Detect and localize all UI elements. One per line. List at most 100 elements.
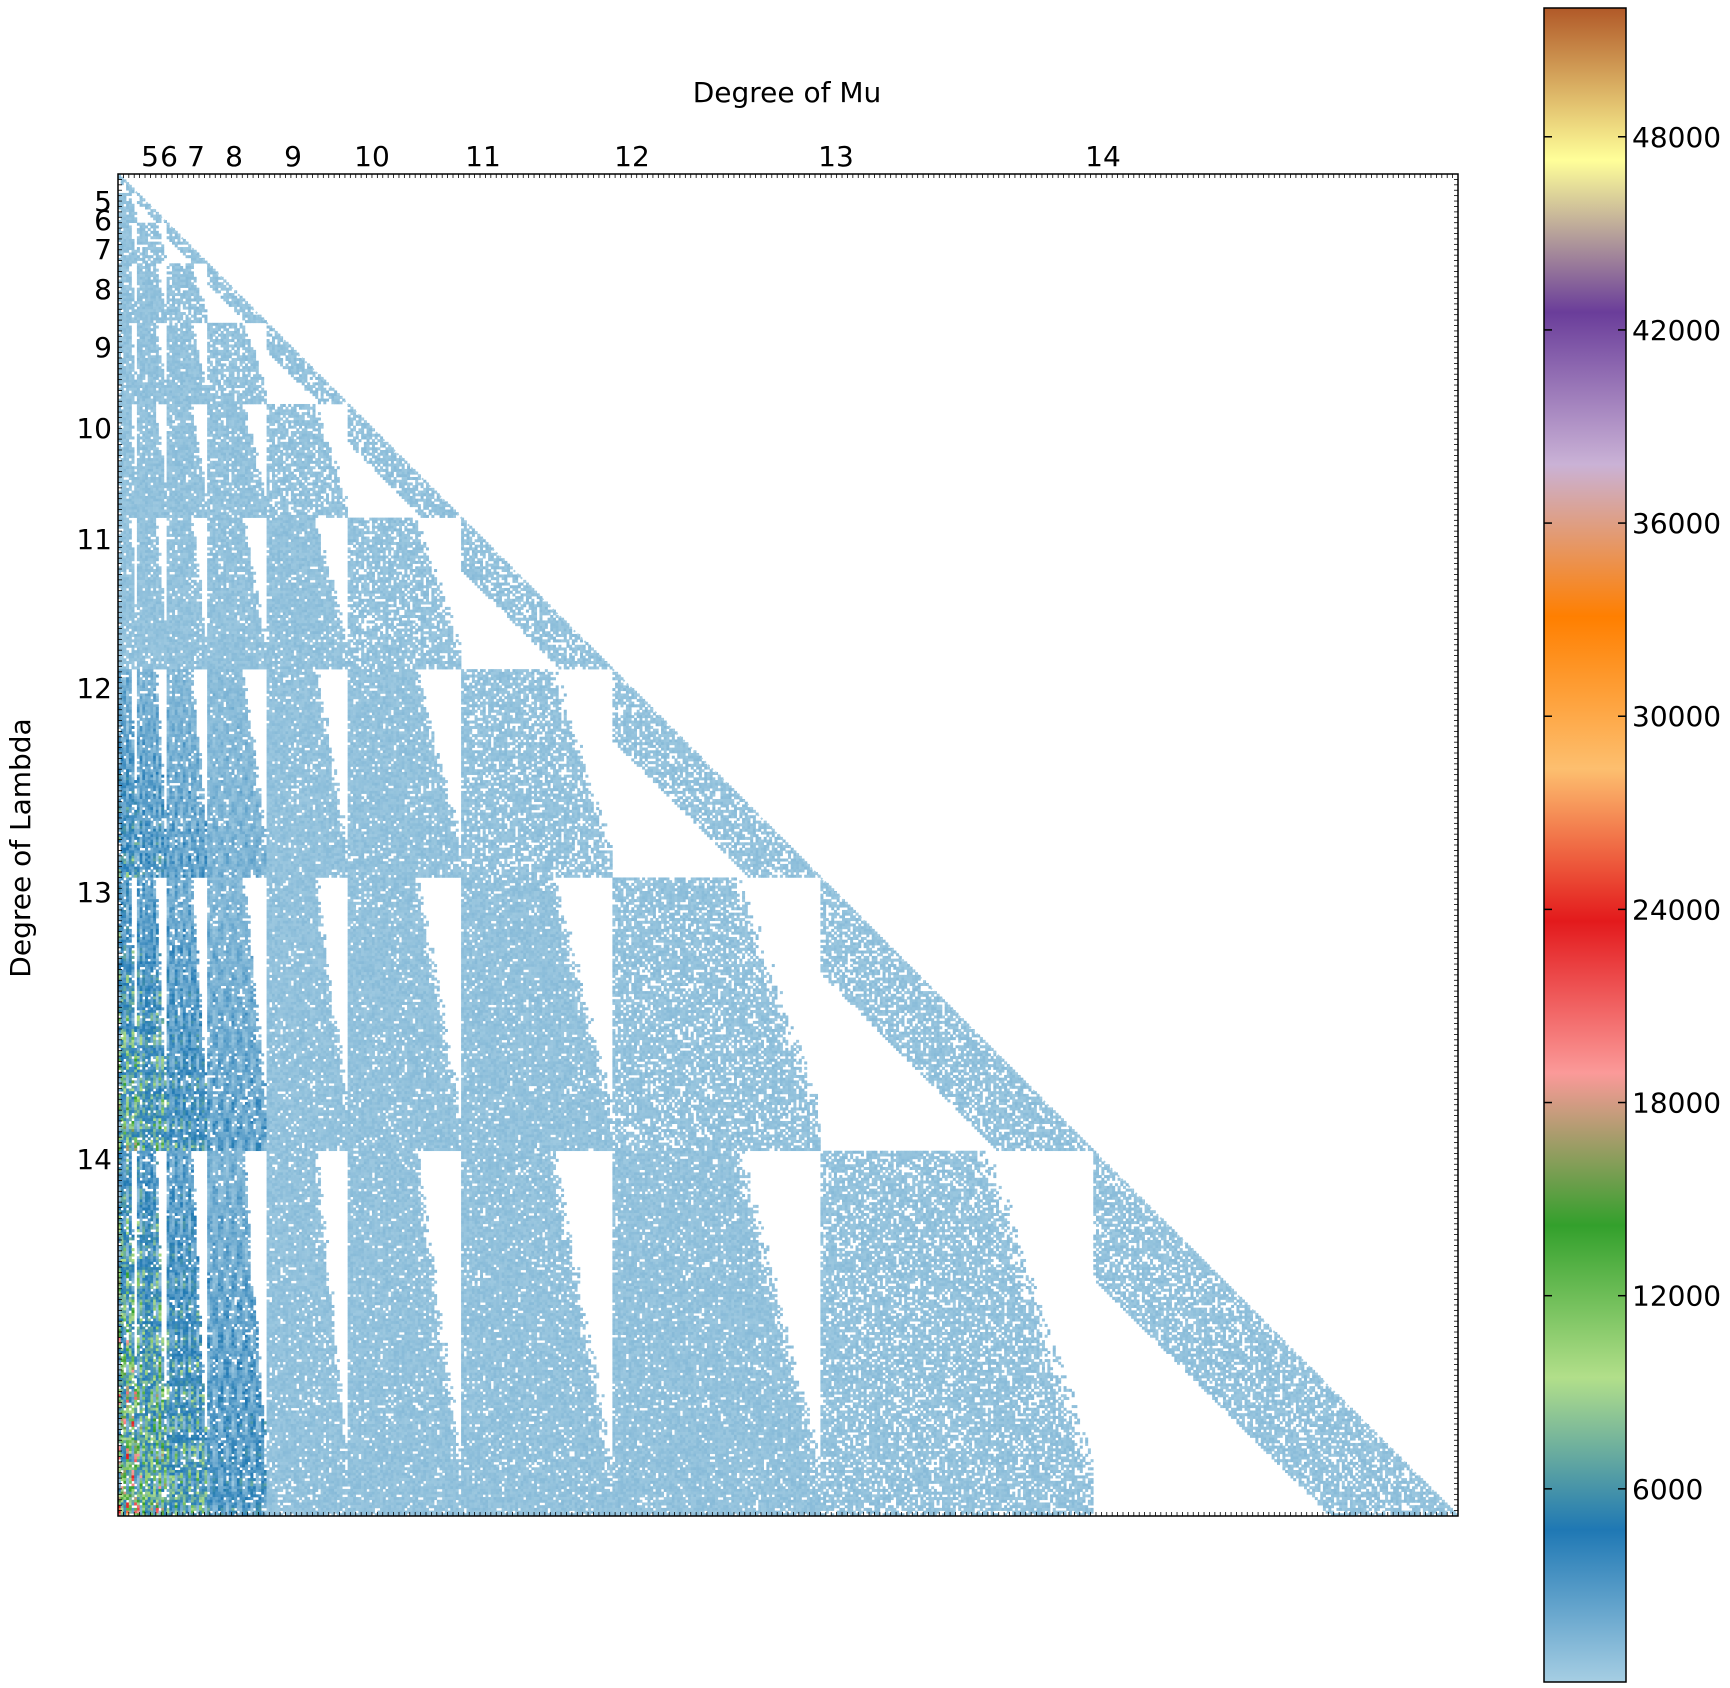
heatmap-cell: [250, 315, 253, 318]
heatmap-cell: [169, 328, 172, 331]
heatmap-cell: [188, 320, 191, 323]
heatmap-cell: [145, 353, 148, 356]
heatmap-cell: [159, 296, 162, 299]
heatmap-cell: [175, 298, 178, 301]
heatmap-cell: [123, 380, 126, 383]
heatmap-cell: [186, 339, 189, 342]
heatmap-cell: [180, 363, 183, 366]
heatmap-cell: [140, 374, 143, 377]
heatmap-cell: [126, 206, 129, 209]
heatmap-cell: [153, 401, 156, 404]
heatmap-cell: [172, 377, 178, 380]
heatmap-cell: [148, 266, 151, 269]
heatmap-cell: [153, 372, 156, 375]
heatmap-cell: [164, 380, 167, 383]
heatmap-cell: [140, 280, 143, 283]
heatmap-cell: [150, 390, 153, 393]
heatmap-cell: [194, 350, 197, 353]
heatmap-cell: [169, 331, 172, 334]
heatmap-cell: [140, 296, 143, 299]
heatmap-cell: [194, 304, 197, 307]
heatmap-cell: [150, 290, 153, 293]
heatmap-cell: [132, 244, 135, 247]
heatmap-cell: [242, 317, 245, 320]
heatmap-cell: [145, 350, 148, 353]
heatmap-cell: [150, 250, 153, 253]
heatmap-cell: [194, 380, 197, 383]
heatmap-cell: [132, 382, 135, 385]
heatmap-cell: [199, 307, 202, 310]
heatmap-cell: [167, 334, 170, 337]
heatmap-cell: [134, 212, 137, 215]
heatmap-cell: [194, 298, 197, 301]
heatmap-cell: [129, 350, 132, 353]
heatmap-cell: [180, 353, 183, 356]
heatmap-cell: [194, 372, 197, 375]
heatmap-cell: [121, 206, 124, 209]
heatmap-cell: [137, 320, 140, 323]
heatmap-cell: [142, 242, 145, 245]
heatmap-cell: [172, 355, 175, 358]
heatmap-cell: [153, 298, 156, 301]
heatmap-cell: [150, 298, 153, 301]
heatmap-cell: [164, 388, 167, 391]
heatmap-cell: [140, 361, 143, 364]
heatmap-cell: [148, 377, 151, 380]
heatmap-cell: [240, 307, 243, 310]
heatmap-cell: [159, 288, 162, 291]
heatmap-cell: [167, 231, 170, 234]
heatmap-cell: [221, 296, 224, 299]
heatmap-cell: [140, 288, 143, 291]
heatmap-cell: [172, 372, 175, 375]
heatmap-cell: [132, 380, 135, 383]
heatmap-cell: [156, 234, 159, 237]
heatmap-cell: [150, 263, 153, 266]
heatmap-cell: [183, 293, 186, 296]
heatmap-cell: [177, 369, 180, 372]
heatmap-cell: [150, 317, 153, 320]
heatmap-cell: [191, 320, 194, 323]
heatmap-cell: [161, 382, 164, 385]
heatmap-cell: [150, 312, 153, 315]
heatmap-cell: [186, 358, 189, 361]
heatmap-cell: [145, 277, 148, 280]
heatmap-cell: [156, 317, 159, 320]
heatmap-cell: [153, 285, 156, 288]
heatmap-cell: [148, 282, 151, 285]
heatmap-cell: [180, 282, 183, 285]
heatmap-cell: [145, 261, 148, 264]
heatmap-cell: [191, 255, 194, 258]
heatmap-cell: [140, 228, 143, 231]
heatmap-cell: [132, 358, 135, 361]
heatmap-cell: [121, 223, 124, 226]
heatmap-cell: [123, 285, 126, 288]
heatmap-cell: [194, 358, 197, 361]
heatmap-cell: [132, 393, 135, 396]
heatmap-cell: [194, 293, 197, 296]
heatmap-cell: [256, 315, 259, 318]
heatmap-cell: [199, 374, 202, 377]
heatmap-cell: [188, 293, 191, 296]
heatmap-cell: [218, 282, 221, 285]
heatmap-cell: [175, 307, 178, 310]
heatmap-cell: [183, 250, 186, 253]
heatmap-cell: [221, 288, 224, 291]
heatmap-cell: [142, 252, 145, 255]
heatmap-cell: [156, 242, 159, 245]
heatmap-cell: [153, 231, 156, 234]
heatmap-cell: [126, 193, 129, 196]
heatmap-cell: [188, 363, 191, 366]
heatmap-cell: [156, 350, 159, 353]
heatmap-cell: [145, 315, 148, 318]
heatmap-cell: [186, 331, 189, 334]
heatmap-cell: [175, 263, 178, 266]
heatmap-cell: [142, 290, 145, 293]
heatmap-cell: [137, 342, 140, 345]
heatmap-cell: [137, 339, 140, 342]
heatmap-cell: [145, 347, 148, 350]
heatmap-cell: [188, 353, 191, 356]
heatmap-cell: [137, 250, 140, 253]
heatmap-cell: [134, 401, 137, 404]
heatmap-cell: [150, 399, 153, 402]
heatmap-cell: [196, 296, 199, 299]
